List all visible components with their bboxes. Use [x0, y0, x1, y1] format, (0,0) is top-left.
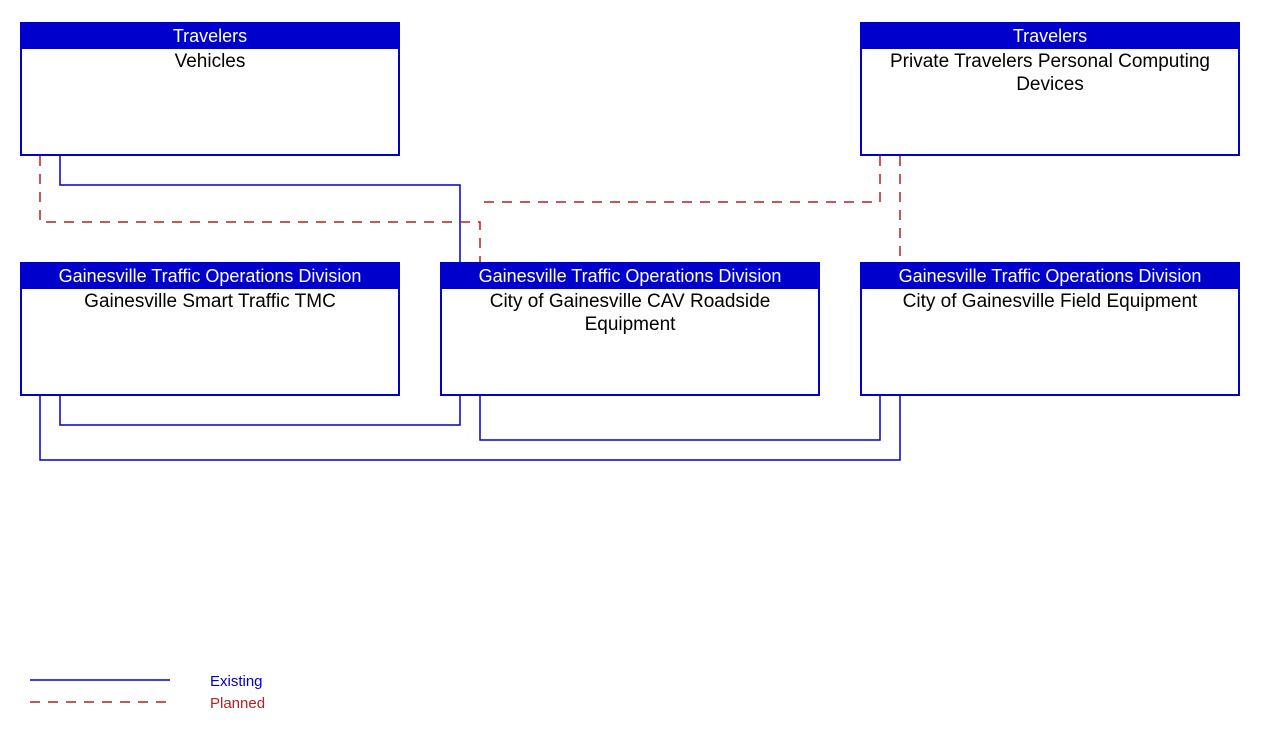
- legend-label: Existing: [210, 673, 263, 690]
- node-header: Gainesville Traffic Operations Division: [22, 264, 398, 289]
- node-body: Vehicles: [22, 49, 398, 76]
- node-body: Gainesville Smart Traffic TMC: [22, 289, 398, 316]
- node-smart-traffic-tmc: Gainesville Traffic Operations DivisionG…: [20, 262, 400, 396]
- edge-devices-to-cav-planned: [480, 156, 880, 202]
- node-header: Gainesville Traffic Operations Division: [442, 264, 818, 289]
- node-header: Gainesville Traffic Operations Division: [862, 264, 1238, 289]
- legend-row: Existing: [30, 670, 265, 692]
- edge-cav-to-field: [480, 396, 880, 440]
- legend-row: Planned: [30, 692, 265, 714]
- node-header: Travelers: [862, 24, 1238, 49]
- edge-tmc-to-cav: [60, 396, 460, 425]
- node-body: Private Travelers Personal Computing Dev…: [862, 49, 1238, 99]
- node-personal-devices: TravelersPrivate Travelers Personal Comp…: [860, 22, 1240, 156]
- node-body: City of Gainesville CAV Roadside Equipme…: [442, 289, 818, 339]
- edge-vehicles-to-cav: [60, 156, 460, 262]
- node-field-equipment: Gainesville Traffic Operations DivisionC…: [860, 262, 1240, 396]
- legend: Existing Planned: [30, 670, 265, 714]
- node-cav-roadside: Gainesville Traffic Operations DivisionC…: [440, 262, 820, 396]
- legend-label: Planned: [210, 695, 265, 712]
- node-body: City of Gainesville Field Equipment: [862, 289, 1238, 316]
- edge-vehicles-to-cav-planned: [40, 156, 480, 262]
- node-header: Travelers: [22, 24, 398, 49]
- node-vehicles: TravelersVehicles: [20, 22, 400, 156]
- edge-tmc-to-field: [40, 396, 900, 460]
